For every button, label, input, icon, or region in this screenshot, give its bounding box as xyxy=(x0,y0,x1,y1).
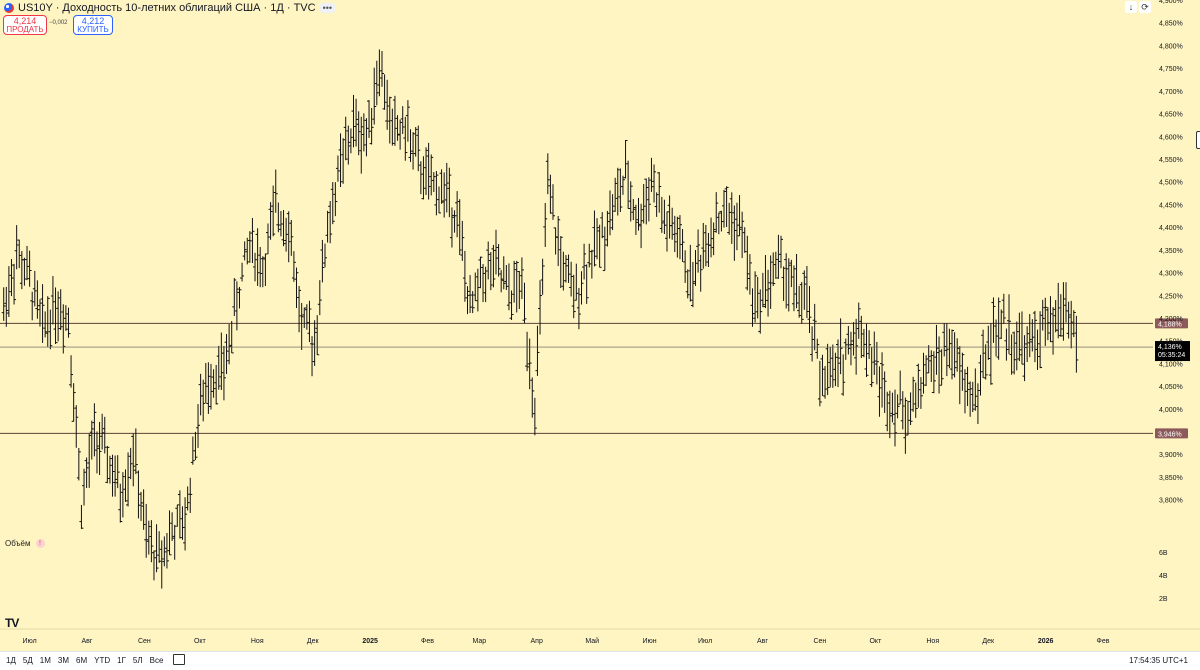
tf-3m-button[interactable]: 3М xyxy=(57,656,69,665)
y-tick-label: 3,900% xyxy=(1159,452,1183,459)
y-tick-label: 4,450% xyxy=(1159,202,1183,209)
y-tick-label: 4,900% xyxy=(1159,0,1183,5)
y-tick-label: 3,800% xyxy=(1159,498,1183,505)
more-options-button[interactable]: ••• xyxy=(319,3,336,13)
y-tick-label: 4,300% xyxy=(1159,271,1183,278)
y-tick-label: 4,050% xyxy=(1159,384,1183,391)
current-price-tag xyxy=(1155,341,1190,362)
x-tick-label: Июн xyxy=(643,638,657,645)
y-tick-label: 4,200% xyxy=(1159,316,1183,323)
y-tick-label: 4,550% xyxy=(1159,157,1183,164)
tf-5d-button[interactable]: 5Д xyxy=(22,656,33,665)
us-flag-icon xyxy=(4,3,14,13)
clock-time[interactable]: 17:54:35 UTC+1 xyxy=(1129,656,1188,665)
x-tick-label: Окт xyxy=(194,638,207,645)
x-tick-label: Сен xyxy=(813,638,826,645)
y-tick-label: 4,800% xyxy=(1159,43,1183,50)
tf-6m-button[interactable]: 6М xyxy=(76,656,88,665)
y-tick-label: 4,150% xyxy=(1159,339,1183,346)
level-price-tag xyxy=(1155,318,1188,329)
y-tick-label: 4,500% xyxy=(1159,180,1183,187)
y-tick-label: 3,850% xyxy=(1159,475,1183,482)
current-price-label: 4,136% xyxy=(1158,344,1182,351)
x-tick-label: Ноя xyxy=(251,638,264,645)
level-price-label: 3,946% xyxy=(1158,431,1182,438)
x-tick-label: Ноя xyxy=(926,638,939,645)
sell-label: ПРОДАТЬ xyxy=(6,24,44,34)
price-chart-svg[interactable]: 4,188% 3,946% 4,136%05:35:24 4,900% 4,850% 4,… xyxy=(0,0,1200,651)
y-tick-label: 4,700% xyxy=(1159,89,1183,96)
volume-tick-label: 2B xyxy=(1159,596,1168,603)
x-tick-label: Мар xyxy=(472,638,486,645)
x-tick-label: Окт xyxy=(869,638,882,645)
tf-1d-button[interactable]: 1Д xyxy=(6,656,16,665)
y-tick-label: 4,350% xyxy=(1159,248,1183,255)
y-tick-label: 4,600% xyxy=(1159,134,1183,141)
tf-5y-button[interactable]: 5Л xyxy=(132,656,143,665)
level-price-tag xyxy=(1155,428,1188,439)
countdown-label: 05:35:24 xyxy=(1158,352,1185,359)
symbol-title[interactable]: US10Y · Доходность 10-летних облигаций С… xyxy=(18,2,316,14)
x-tick-label: 2025 xyxy=(362,638,378,645)
tf-1m-button[interactable]: 1М xyxy=(39,656,51,665)
buy-label: КУПИТЬ xyxy=(77,24,109,34)
x-tick-label: Дек xyxy=(982,638,995,645)
y-tick-label: 4,750% xyxy=(1159,66,1183,73)
tf-1y-button[interactable]: 1Г xyxy=(117,656,126,665)
x-tick-label: Апр xyxy=(531,638,543,645)
spread-value: −0,002 xyxy=(49,20,68,26)
volume-tick-label: 4B xyxy=(1159,573,1168,580)
tf-ytd-button[interactable]: YTD xyxy=(94,656,111,665)
volume-label: Объём xyxy=(5,539,31,548)
refresh-icon[interactable]: ⟳ xyxy=(1139,1,1151,13)
tf-all-button[interactable]: Все xyxy=(149,656,164,665)
x-tick-label: Фев xyxy=(1097,638,1110,645)
top-right-controls: ↓ ⟳ xyxy=(1125,1,1151,13)
x-tick-label: Июл xyxy=(698,638,712,645)
level-price-label: 4,188% xyxy=(1158,321,1182,328)
x-tick-label: Фев xyxy=(421,638,434,645)
symbol-header[interactable]: US10Y · Доходность 10-летних облигаций С… xyxy=(4,1,336,15)
x-tick-label: 2026 xyxy=(1038,638,1054,645)
x-tick-label: Авг xyxy=(82,638,93,645)
sell-button[interactable]: 4,214 ПРОДАТЬ xyxy=(3,15,47,35)
volume-legend[interactable]: Объём ! xyxy=(5,539,45,548)
x-tick-label: Дек xyxy=(307,638,320,645)
tradingview-logo[interactable]: TV xyxy=(5,616,19,630)
x-tick-label: Сен xyxy=(138,638,151,645)
warning-icon[interactable]: ! xyxy=(35,539,45,548)
x-tick-label: Июл xyxy=(23,638,37,645)
buy-button[interactable]: 4,212 КУПИТЬ xyxy=(73,15,113,35)
y-tick-label: 4,250% xyxy=(1159,293,1183,300)
y-tick-label: 4,100% xyxy=(1159,361,1183,368)
volume-tick-label: 6B xyxy=(1159,550,1168,557)
x-tick-label: Авг xyxy=(757,638,768,645)
bottom-toolbar: 1Д 5Д 1М 3М 6М YTD 1Г 5Л Все 17:54:35 UT… xyxy=(0,651,1200,670)
y-tick-label: 4,850% xyxy=(1159,21,1183,28)
y-tick-label: 4,000% xyxy=(1159,407,1183,414)
y-tick-label: 4,400% xyxy=(1159,225,1183,232)
arrow-down-icon[interactable]: ↓ xyxy=(1125,1,1137,13)
sell-price: 4,214 xyxy=(13,15,37,26)
y-tick-label: 4,650% xyxy=(1159,112,1183,119)
timeframe-buttons: 1Д 5Д 1М 3М 6М YTD 1Г 5Л Все xyxy=(6,656,163,665)
x-tick-label: Май xyxy=(585,637,599,645)
buy-price: 4,212 xyxy=(81,15,105,26)
calendar-icon[interactable] xyxy=(173,654,185,665)
panel-handle[interactable] xyxy=(1196,131,1200,149)
